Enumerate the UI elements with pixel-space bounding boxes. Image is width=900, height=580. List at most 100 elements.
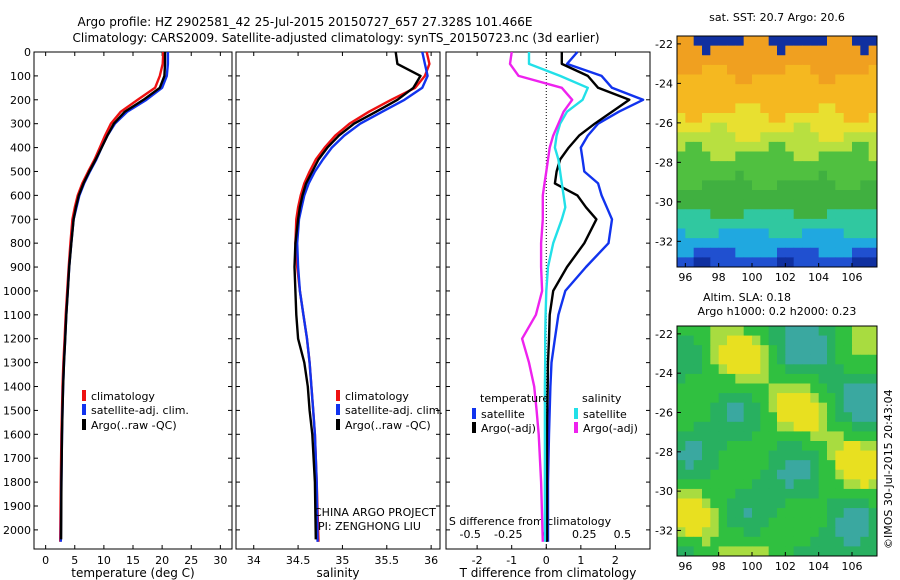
- map-cell: [827, 122, 836, 133]
- y-tick-label: 800: [10, 237, 31, 250]
- map-cell: [752, 431, 761, 442]
- map-cell: [685, 517, 695, 528]
- map-cell: [702, 228, 711, 239]
- map-cell: [860, 64, 870, 75]
- map-frame: [676, 35, 878, 268]
- map-cell: [743, 103, 753, 114]
- map-cell: [685, 402, 695, 413]
- map-cell: [743, 36, 753, 47]
- map-cell: [710, 546, 720, 557]
- map-cell: [710, 345, 720, 356]
- map-cell: [852, 180, 861, 191]
- map-cell: [810, 238, 820, 249]
- map-cell: [818, 412, 828, 423]
- map-cell: [777, 170, 786, 181]
- map-cell: [835, 122, 845, 133]
- map-cell: [793, 103, 803, 114]
- map-cell: [810, 450, 820, 461]
- map-cell: [868, 479, 878, 490]
- map-cell: [702, 412, 711, 423]
- map-cell: [785, 113, 795, 124]
- map-cell: [760, 345, 770, 356]
- map-cell: [785, 64, 795, 75]
- map-cell: [752, 421, 761, 432]
- map-cell: [710, 326, 720, 336]
- map-cell: [868, 345, 878, 356]
- map-cell: [702, 190, 711, 201]
- map-cell: [718, 536, 728, 547]
- map-cell: [718, 335, 728, 346]
- map-cell: [793, 199, 803, 210]
- map-cell: [835, 326, 845, 336]
- salinity-panel: 34 34.5 35 35.5 36 salinity climatologysatelli…: [235, 51, 443, 580]
- map-cell: [868, 151, 878, 162]
- map-cell: [827, 383, 836, 394]
- map-cell: [793, 170, 803, 181]
- map-cell: [843, 450, 853, 461]
- map-cell: [835, 84, 845, 95]
- map-cell: [677, 460, 686, 471]
- map-cell: [827, 132, 836, 143]
- map-cell: [810, 151, 820, 162]
- map-cell: [868, 141, 878, 152]
- map-title-line-2: Argo h1000: 0.2 h2000: 0.23: [698, 305, 857, 318]
- map-cell: [718, 122, 728, 133]
- map-cell: [768, 93, 778, 104]
- map-cell: [710, 335, 720, 346]
- map-cell: [835, 383, 845, 394]
- map-cell: [685, 141, 695, 152]
- map-cell: [743, 151, 753, 162]
- map-cell: [810, 122, 820, 133]
- map-cell: [693, 364, 703, 375]
- map-cell: [685, 326, 695, 336]
- map-cell: [718, 93, 728, 104]
- map-cell: [818, 170, 828, 181]
- map-cell: [785, 373, 795, 384]
- map-cell: [735, 421, 745, 432]
- map-cell: [702, 373, 711, 384]
- map-cell: [727, 103, 736, 114]
- map-cell: [727, 132, 736, 143]
- map-cell: [802, 64, 811, 75]
- map-cell: [768, 209, 778, 220]
- map-cell: [685, 190, 695, 201]
- map-cell: [810, 132, 820, 143]
- y-tick-label: -32: [655, 524, 673, 537]
- map-cell: [802, 218, 811, 229]
- x-tick-label: 104: [808, 560, 829, 573]
- x-tick-label: 96: [678, 271, 692, 284]
- map-cell: [760, 517, 770, 528]
- legend-swatch: [336, 404, 340, 415]
- map-cell: [802, 536, 811, 547]
- map-cell: [718, 103, 728, 114]
- map-cell: [810, 190, 820, 201]
- map-cell: [760, 393, 770, 404]
- map-cell: [827, 517, 836, 528]
- map-cell: [702, 113, 711, 124]
- map-cell: [827, 326, 836, 336]
- map-cell: [760, 441, 770, 451]
- map-cell: [793, 45, 803, 56]
- map-cell: [685, 257, 695, 268]
- map-cell: [768, 161, 778, 172]
- map-cell: [702, 84, 711, 95]
- legend-swatch: [574, 408, 578, 419]
- map-cell: [685, 161, 695, 172]
- map-cell: [710, 527, 720, 538]
- map-cell: [727, 517, 736, 528]
- map-cell: [735, 431, 745, 442]
- map-cell: [793, 460, 803, 471]
- map-cell: [852, 517, 861, 528]
- map-cell: [802, 228, 811, 239]
- map-cell: [860, 498, 870, 509]
- map-cell: [810, 218, 820, 229]
- map-cell: [752, 354, 761, 365]
- map-cell: [827, 373, 836, 384]
- map-cell: [710, 190, 720, 201]
- map-cell: [785, 450, 795, 461]
- map-cell: [860, 36, 870, 47]
- map-cell: [718, 345, 728, 356]
- y-tick-label: 1600: [3, 428, 31, 441]
- map-cell: [718, 450, 728, 461]
- map-cell: [743, 257, 753, 268]
